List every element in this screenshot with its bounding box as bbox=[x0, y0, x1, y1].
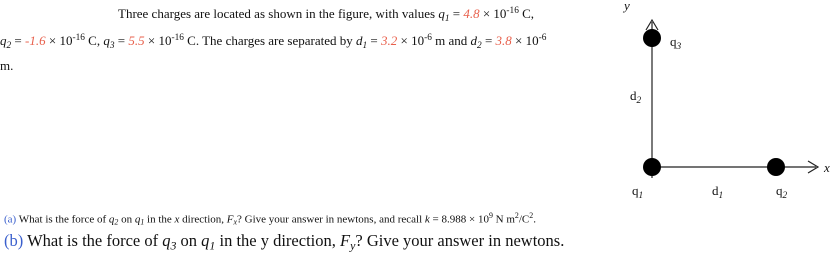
text-run: d bbox=[712, 183, 719, 198]
text-run: 2 bbox=[782, 190, 788, 201]
text-run: q bbox=[776, 183, 783, 198]
text-run: = bbox=[481, 33, 496, 49]
text-run: 3 bbox=[170, 238, 177, 253]
text-run: /C bbox=[518, 213, 530, 226]
text-run: 3.8 bbox=[495, 33, 512, 49]
text-run: -16 bbox=[506, 6, 519, 16]
text-run: y bbox=[350, 238, 356, 253]
text-run: x bbox=[233, 217, 238, 227]
text-run: × 10 bbox=[45, 33, 73, 49]
text-run: -16 bbox=[72, 32, 85, 43]
text-run: q bbox=[108, 213, 115, 226]
text-run: F bbox=[340, 231, 351, 250]
text-run: -6 bbox=[424, 32, 432, 43]
text-run: 3.2 bbox=[381, 33, 398, 49]
text-run: q bbox=[438, 6, 445, 22]
text-run: C. The charges are separated by bbox=[183, 33, 356, 49]
text-run: m and bbox=[431, 33, 471, 49]
text-run: -16 bbox=[171, 32, 184, 43]
charge-q1 bbox=[643, 158, 661, 176]
text-run: 2 bbox=[514, 211, 519, 220]
text-run: q bbox=[201, 231, 210, 250]
text-run: in the y direction, bbox=[215, 231, 340, 250]
text-run: = bbox=[11, 33, 26, 49]
text-run: 1 bbox=[638, 190, 644, 201]
text-run: 1 bbox=[444, 13, 450, 24]
text-run: 2 bbox=[636, 95, 642, 106]
text-run: N m bbox=[492, 213, 515, 226]
x-arrow bbox=[807, 160, 820, 174]
text-run: (a) bbox=[4, 213, 17, 226]
text-run: 2 bbox=[6, 40, 12, 51]
text-run: What is the force of bbox=[16, 213, 109, 226]
text-run: -1.6 bbox=[25, 33, 46, 49]
text-run: q bbox=[0, 33, 7, 49]
text-run: = bbox=[367, 33, 381, 49]
text-run: 2 bbox=[529, 211, 534, 220]
text-run: 1 bbox=[362, 40, 368, 51]
text-run: in the bbox=[144, 213, 175, 226]
text-run: d bbox=[630, 88, 637, 103]
text-run: d bbox=[470, 33, 478, 49]
d1-label: d1 bbox=[712, 183, 723, 201]
text-run: F bbox=[226, 213, 234, 226]
text-run: 9 bbox=[488, 211, 493, 220]
text-run: y bbox=[624, 0, 630, 13]
text-run: q bbox=[134, 213, 141, 226]
text-run: ? Give your answer in newtons. bbox=[355, 231, 565, 250]
q1-label: q1 bbox=[632, 183, 643, 201]
text-run: direction, bbox=[179, 213, 227, 226]
y-label: y bbox=[624, 0, 630, 14]
problem-text: Three charges are located as shown in th… bbox=[0, 2, 548, 75]
q2-label: q2 bbox=[776, 183, 787, 201]
text-run: 2 bbox=[114, 217, 119, 227]
x-label: x bbox=[824, 160, 830, 176]
text-run: What is the force of bbox=[23, 231, 163, 250]
text-run: C, bbox=[84, 33, 104, 49]
text-run: m. bbox=[0, 57, 14, 73]
text-run: d bbox=[355, 33, 363, 49]
text-run: = bbox=[114, 33, 129, 49]
text-run: = bbox=[449, 6, 464, 22]
text-run: 3 bbox=[676, 41, 682, 52]
text-run: Three charges are located as shown in th… bbox=[118, 6, 439, 22]
text-run: k bbox=[424, 213, 430, 226]
text-run: × 10 bbox=[479, 6, 507, 22]
text-run: C, bbox=[518, 6, 535, 22]
text-run: 3 bbox=[109, 40, 115, 51]
charge-q2 bbox=[767, 158, 785, 176]
text-run: × 10 bbox=[397, 33, 425, 49]
text-run: 5.5 bbox=[128, 33, 145, 49]
question-a: (a) What is the force of q2 on q1 in the… bbox=[4, 211, 536, 227]
text-run: . bbox=[533, 213, 536, 226]
question-b: (b) What is the force of q3 on q1 in the… bbox=[4, 231, 564, 254]
charge-q3 bbox=[643, 29, 661, 47]
text-run: x bbox=[174, 213, 180, 226]
text-run: 1 bbox=[209, 238, 216, 253]
y-arrow bbox=[645, 18, 659, 31]
text-run: 4.8 bbox=[463, 6, 480, 22]
text-run: x bbox=[824, 160, 830, 175]
text-run: q bbox=[670, 34, 677, 49]
text-run: × 10 bbox=[511, 33, 539, 49]
text-run: 2 bbox=[477, 40, 482, 51]
text-run: (b) bbox=[4, 231, 24, 250]
text-run: 1 bbox=[718, 190, 724, 201]
text-run: q bbox=[632, 183, 639, 198]
text-run: ? Give your answer in newtons, and recal… bbox=[237, 213, 425, 226]
text-run: on bbox=[176, 231, 202, 250]
text-run: × 10 bbox=[144, 33, 172, 49]
text-run: q bbox=[162, 231, 171, 250]
text-run: -6 bbox=[538, 32, 547, 43]
text-run: = 8.988 × 10 bbox=[429, 213, 489, 226]
d2-label: d2 bbox=[630, 88, 641, 106]
text-run: on bbox=[118, 213, 135, 226]
text-run: q bbox=[103, 33, 110, 49]
q3-label: q3 bbox=[670, 34, 681, 52]
text-run: 1 bbox=[140, 217, 145, 227]
